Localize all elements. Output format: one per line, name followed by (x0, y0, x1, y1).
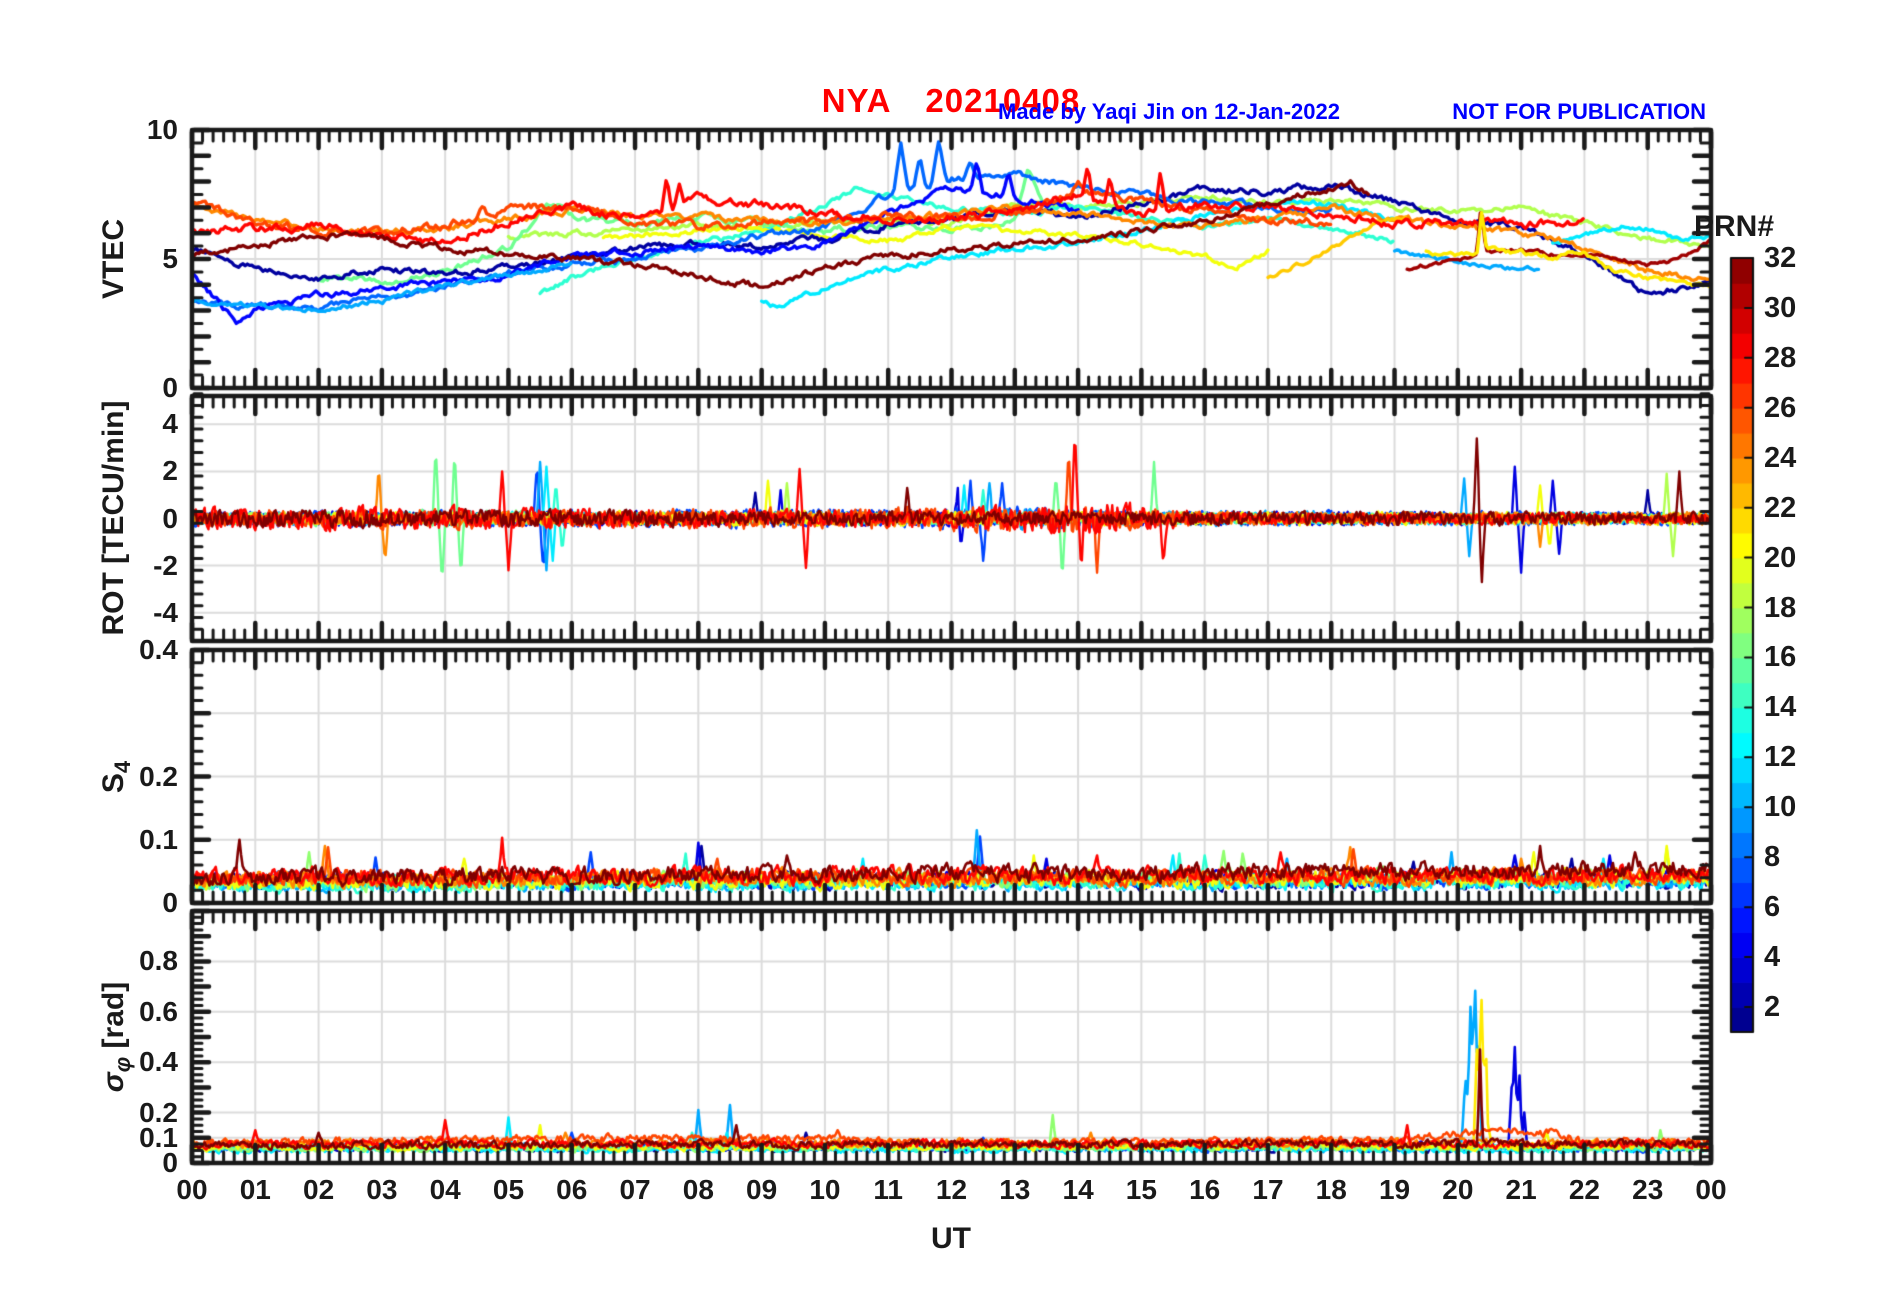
x-tick-label: 00 (176, 1174, 208, 1205)
x-tick-label: 06 (556, 1174, 588, 1205)
x-tick-label: 11 (873, 1174, 903, 1205)
x-tick-label: 02 (303, 1174, 335, 1205)
x-tick-label: 21 (1505, 1174, 1537, 1205)
y-tick-label: -2 (153, 549, 178, 581)
plot-date: 20210408 (925, 82, 1081, 119)
colorbar-tick-label: 4 (1764, 941, 1781, 974)
y-tick-label: 4 (162, 408, 178, 440)
x-tick-label: 08 (682, 1174, 714, 1205)
x-tick-label: 23 (1632, 1174, 1664, 1205)
colorbar-tick-label: 32 (1764, 242, 1797, 274)
x-tick-label: 22 (1568, 1174, 1600, 1205)
colorbar-tick-label: 28 (1764, 341, 1797, 374)
y-tick-label: 10 (146, 114, 178, 145)
x-tick-label: 15 (1125, 1174, 1157, 1205)
x-tick-label: 04 (429, 1174, 461, 1205)
x-tick-label: 18 (1315, 1174, 1347, 1205)
colorbar-label: PRN# (1694, 210, 1775, 243)
y-tick-label: 0.1 (139, 1121, 178, 1153)
y-tick-label: 0.4 (139, 1046, 178, 1078)
y-tick-label: 0 (162, 1147, 178, 1178)
x-tick-label: 03 (366, 1174, 398, 1205)
x-tick-label: 12 (935, 1174, 968, 1205)
colorbar-tick-label: 22 (1764, 491, 1797, 524)
x-tick-label: 07 (619, 1174, 651, 1205)
x-tick-label: 14 (1062, 1174, 1094, 1205)
x-tick-label: 09 (746, 1174, 778, 1205)
colorbar-tick-label: 26 (1764, 391, 1797, 424)
x-tick-label: 13 (999, 1174, 1031, 1205)
credit-line: Made by Yaqi Jin on 12-Jan-2022 NOT FOR … (998, 99, 1706, 125)
y-tick-label: 2 (162, 455, 178, 487)
colorbar-tick-label: 6 (1764, 891, 1781, 924)
y-tick-label: 0.1 (139, 823, 178, 855)
x-tick-label: 17 (1252, 1174, 1284, 1205)
y-tick-label: 0.2 (139, 760, 178, 792)
y-tick-label: 0 (162, 887, 178, 918)
colorbar-tick-label: 2 (1764, 991, 1781, 1024)
colorbar-tick-label: 18 (1764, 591, 1797, 624)
y-tick-label: 0 (162, 372, 178, 403)
y-tick-label: -4 (153, 596, 178, 628)
colorbar-tick-label: 20 (1764, 541, 1797, 574)
colorbar-tick-label: 14 (1764, 691, 1797, 724)
not-for-publication-text: NOT FOR PUBLICATION (1452, 99, 1706, 124)
y-tick-label: 0.6 (139, 995, 178, 1027)
x-tick-label: 20 (1442, 1174, 1474, 1205)
made-by-text: Made by Yaqi Jin on 12-Jan-2022 (998, 99, 1340, 124)
xlabel-ut: UT (931, 1222, 971, 1255)
colorbar-tick-label: 10 (1764, 791, 1797, 824)
y-tick-label: 5 (162, 243, 178, 274)
y-tick-label: 0.4 (139, 634, 178, 665)
plot-title: NYA 20210408 (651, 82, 1251, 120)
colorbar-tick-label: 12 (1764, 741, 1797, 774)
y-tick-label: 0.8 (139, 945, 178, 977)
station-name: NYA (821, 82, 892, 119)
colorbar-tick-label: 30 (1764, 291, 1797, 324)
colorbar-tick-label: 24 (1764, 441, 1797, 474)
x-tick-label: 16 (1189, 1174, 1221, 1205)
x-tick-label: 01 (239, 1174, 271, 1205)
ylabel-sigma: σφ [rad] (97, 981, 135, 1093)
x-tick-label: 10 (809, 1174, 841, 1205)
y-tick-label: 0.2 (139, 1096, 178, 1128)
y-tick-label: 0 (162, 502, 178, 534)
colorbar-tick-label: 16 (1764, 641, 1797, 674)
colorbar-tick-label: 8 (1764, 841, 1781, 874)
x-tick-label: 05 (492, 1174, 525, 1205)
x-tick-label: 19 (1378, 1174, 1411, 1205)
x-tick-label: 00 (1695, 1174, 1727, 1205)
